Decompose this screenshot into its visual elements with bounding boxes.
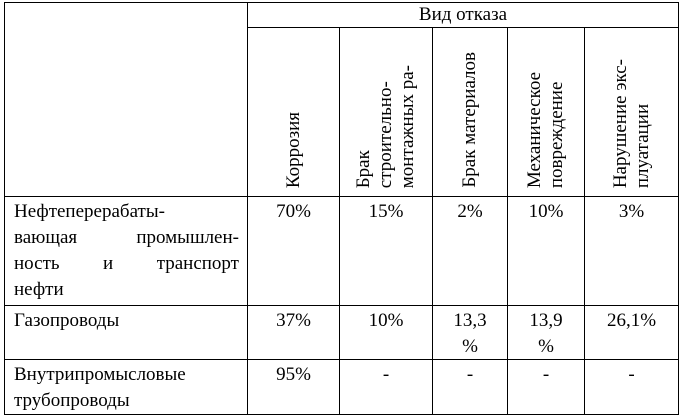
value: 13,9 % (529, 310, 563, 357)
group-header: Вид отказа (247, 2, 679, 28)
row-label: Внутрипромысловые трубопроводы (4, 359, 248, 415)
header-line: строительно- (375, 80, 396, 188)
header-line: Коррозия (282, 111, 304, 188)
header-line: Нарушение экс- (609, 58, 631, 188)
value-cell: 95% (247, 359, 340, 415)
value: 70% (276, 201, 311, 222)
label-line: ность и транспорт (14, 253, 239, 274)
row-label: Нефтеперерабаты-вающая промышлен-ность и… (4, 196, 248, 306)
value: 2% (457, 201, 483, 222)
value: - (382, 364, 390, 385)
value-cell: - (507, 359, 585, 415)
value: 13,3 % (453, 310, 487, 357)
value-cell: 15% (339, 196, 433, 306)
label-line: Газопроводы (14, 310, 120, 331)
header-line: Брак (353, 149, 374, 188)
value-cell: 13,3 % (432, 305, 508, 360)
column-header: Брак материалов (432, 27, 508, 197)
label-line: трубопроводы (14, 390, 130, 411)
value-cell: 2% (432, 196, 508, 306)
value-cell: - (432, 359, 508, 415)
value-cell: 37% (247, 305, 340, 360)
header-line: Брак материалов (459, 52, 480, 188)
label-line: Внутрипромысловые (14, 364, 186, 385)
header-line: плуатации (631, 103, 653, 188)
value-cell: - (584, 359, 679, 415)
value: 10% (368, 310, 404, 331)
value: 26,1% (606, 310, 657, 331)
value: - (542, 364, 550, 385)
column-header-text: Брак материалов (459, 52, 481, 188)
value: - (466, 364, 474, 385)
header-line: Механическое (524, 71, 545, 188)
label-line: нефти (14, 279, 64, 300)
column-header-text: Коррозия (283, 112, 305, 188)
column-header: Нарушение экс-плуатации (584, 27, 679, 197)
header-line: повреждение (546, 81, 567, 188)
column-header: Механическое повреждение (507, 27, 585, 197)
value-cell: 26,1% (584, 305, 679, 360)
value-cell: 10% (339, 305, 433, 360)
value-cell: 13,9 % (507, 305, 585, 360)
value-cell: - (339, 359, 433, 415)
corner-cell (4, 2, 248, 197)
label-line: Нефтеперерабаты- (14, 201, 165, 222)
header-line: монтажных ра- (397, 64, 418, 188)
value: 95% (276, 364, 311, 385)
value: 15% (368, 201, 404, 222)
value-cell: 3% (584, 196, 679, 306)
column-header-text: Механическое повреждение (524, 72, 568, 188)
column-header: Коррозия (247, 27, 340, 197)
column-header: Брак строительно-монтажных ра- (339, 27, 433, 197)
value: 3% (618, 201, 645, 222)
column-header-text: Нарушение экс-плуатации (610, 59, 654, 188)
value: 37% (276, 310, 311, 331)
value-cell: 10% (507, 196, 585, 306)
value-cell: 70% (247, 196, 340, 306)
value: 10% (528, 201, 564, 222)
group-label: Вид отказа (418, 4, 508, 25)
column-header-text: Брак строительно-монтажных ра- (353, 65, 419, 188)
value: - (628, 364, 635, 385)
label-line: вающая промышлен- (14, 227, 239, 248)
row-label: Газопроводы (4, 305, 248, 360)
